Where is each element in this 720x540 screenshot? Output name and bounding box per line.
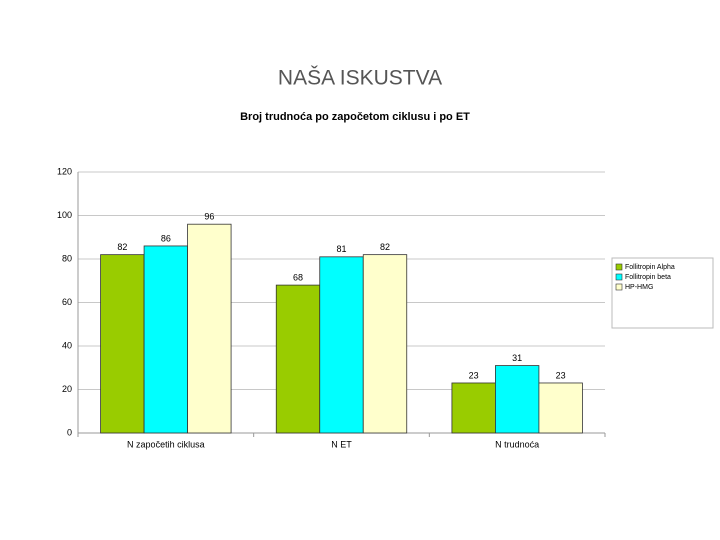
chart-title: Broj trudnoća po započetom ciklusu i po … <box>240 111 470 123</box>
value-label: 31 <box>512 353 522 363</box>
legend-box <box>611 257 714 329</box>
y-tick-label: 20 <box>62 384 72 394</box>
legend-swatch <box>615 283 623 291</box>
value-label: 82 <box>117 242 127 252</box>
x-tick-label: N trudnoća <box>495 439 539 449</box>
value-label: 86 <box>161 233 171 243</box>
slide-title: NAŠA ISKUSTVA <box>278 67 442 90</box>
x-tick-label: N ET <box>331 439 352 449</box>
legend-swatch <box>615 263 623 271</box>
bar <box>143 245 188 434</box>
value-label: 81 <box>336 244 346 254</box>
bar <box>451 382 496 434</box>
value-label: 23 <box>469 370 479 380</box>
bar <box>538 382 583 434</box>
y-tick-label: 80 <box>62 253 72 263</box>
bar <box>100 254 145 434</box>
legend-label: Follitropin beta <box>625 274 671 281</box>
legend-label: HP-HMG <box>625 284 653 291</box>
legend-swatch <box>615 273 623 281</box>
bar <box>362 254 408 434</box>
x-tick-label: N započetih ciklusa <box>127 439 205 449</box>
y-tick-label: 60 <box>62 297 72 307</box>
y-tick-label: 40 <box>62 340 72 350</box>
bar <box>319 256 364 434</box>
value-label: 68 <box>293 272 303 282</box>
legend-label: Follitropin Alpha <box>625 264 675 271</box>
y-tick-label: 0 <box>67 427 72 437</box>
value-label: 82 <box>380 242 390 252</box>
y-tick-label: 120 <box>57 166 72 176</box>
y-tick-label: 100 <box>57 210 72 220</box>
bar <box>495 365 540 434</box>
value-label: 96 <box>204 212 214 222</box>
bar <box>187 223 232 434</box>
value-label: 23 <box>556 370 566 380</box>
bar <box>275 284 321 434</box>
